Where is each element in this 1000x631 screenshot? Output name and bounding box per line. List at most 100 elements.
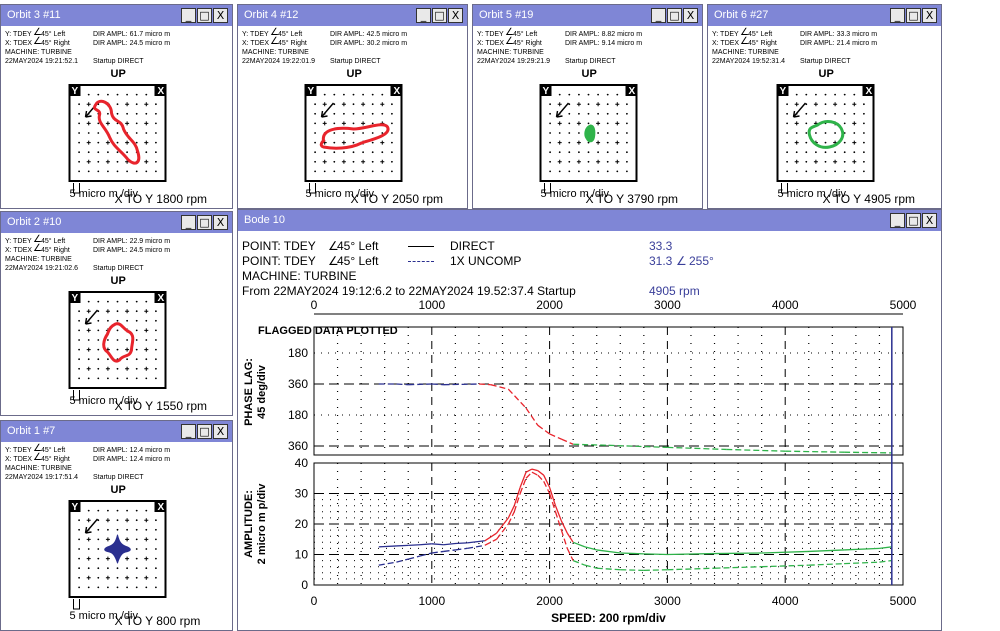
grid-dot: [87, 358, 90, 361]
grid-dot: [587, 93, 590, 96]
phase-angle-icon: ∠: [676, 254, 687, 268]
minimize-button[interactable]: _: [890, 213, 905, 228]
rpm-label: X TO Y 1550 rpm: [114, 399, 208, 413]
grid-dot: [87, 548, 90, 550]
grid-dot: [97, 528, 100, 531]
amp-direct-segment: [378, 545, 397, 548]
minimize-button[interactable]: _: [890, 8, 905, 23]
grid-dot: [107, 300, 109, 303]
amp-direct-segment: [560, 520, 568, 534]
bode-point-1: POINT: TDEY: [242, 239, 316, 253]
orbit-title-bar[interactable]: Orbit 6 #27 _ □ X: [708, 5, 941, 26]
y-axis-badge: [68, 291, 81, 303]
orbit-window-o3: Orbit 3 #11 _ □ X Y: TDEY ∠ 45° Left DIR…: [0, 4, 233, 209]
grid-cross: [557, 159, 562, 164]
value-direct: 33.3: [649, 239, 673, 253]
grid-cross: [86, 102, 91, 107]
grid-dot: [116, 151, 119, 154]
minimize-button[interactable]: _: [181, 215, 196, 230]
orbit-title-bar[interactable]: Orbit 2 #10 _ □ X: [1, 212, 232, 233]
grid-dot: [352, 93, 355, 96]
grid-dot: [135, 538, 138, 541]
grid-dot: [626, 122, 628, 125]
grid-dot: [815, 170, 817, 173]
grid-dot: [352, 112, 355, 115]
grid-dot: [863, 112, 865, 115]
maximize-button[interactable]: □: [197, 8, 212, 23]
maximize-button[interactable]: □: [197, 215, 212, 230]
grid-cross: [105, 309, 110, 314]
maximize-button[interactable]: □: [667, 8, 682, 23]
close-button[interactable]: X: [922, 213, 937, 228]
orbit-title: Orbit 5 #19: [479, 9, 534, 21]
grid-cross: [615, 159, 620, 164]
maximize-button[interactable]: □: [197, 424, 212, 439]
grid-dot: [87, 170, 90, 173]
close-button[interactable]: X: [213, 424, 228, 439]
grid-cross: [125, 575, 130, 580]
minimize-button[interactable]: _: [181, 8, 196, 23]
grid-dot: [107, 319, 109, 322]
grid-dot: [145, 548, 148, 550]
minimize-button[interactable]: _: [651, 8, 666, 23]
grid-dot: [786, 170, 788, 173]
close-button[interactable]: X: [213, 215, 228, 230]
scale-label: 5 micro m /div: [540, 188, 609, 200]
close-button[interactable]: X: [448, 8, 463, 23]
top-x-tick-label: 1000: [418, 298, 445, 312]
grid-dot: [116, 310, 119, 313]
grid-dot: [107, 509, 109, 512]
maximize-button[interactable]: □: [906, 8, 921, 23]
grid-dot: [352, 170, 355, 173]
amp-1x-segment: [620, 569, 644, 572]
orbit-title-bar[interactable]: Orbit 4 #12 _ □ X: [238, 5, 467, 26]
grid-dot: [126, 567, 128, 570]
grid-dot: [87, 132, 90, 134]
grid-dot: [97, 548, 100, 550]
grid-dot: [863, 170, 865, 173]
close-button[interactable]: X: [683, 8, 698, 23]
maximize-button[interactable]: □: [432, 8, 447, 23]
grid-dot: [568, 112, 571, 115]
grid-dot: [805, 103, 808, 106]
grid-cross: [852, 102, 857, 107]
close-button[interactable]: X: [213, 8, 228, 23]
orbit-title-bar[interactable]: Orbit 5 #19 _ □ X: [473, 5, 702, 26]
grid-dot: [87, 509, 90, 512]
x-angle-icon: ∠: [740, 36, 749, 47]
grid-dot: [126, 112, 128, 115]
grid-dot: [126, 377, 128, 380]
grid-dot: [87, 586, 90, 589]
grid-dot: [549, 141, 551, 144]
grid-cross: [794, 140, 799, 145]
grid-dot: [145, 567, 148, 570]
grid-dot: [135, 586, 138, 589]
orbit-title-bar[interactable]: Orbit 3 #11 _ □ X: [1, 5, 232, 26]
grid-cross: [852, 159, 857, 164]
orbit-title-bar[interactable]: Orbit 1 #7 _ □ X: [1, 421, 232, 442]
grid-dot: [843, 170, 846, 173]
grid-cross: [813, 159, 818, 164]
grid-dot: [333, 151, 336, 154]
minimize-button[interactable]: _: [416, 8, 431, 23]
grid-dot: [815, 151, 817, 154]
grid-cross: [615, 140, 620, 145]
amp-1x-segment: [879, 559, 892, 563]
maximize-button[interactable]: □: [906, 213, 921, 228]
minimize-button[interactable]: _: [181, 424, 196, 439]
grid-dot: [135, 358, 138, 361]
close-button[interactable]: X: [922, 8, 937, 23]
grid-dot: [87, 567, 90, 570]
phase-1x-segment: [431, 383, 444, 386]
grid-dot: [78, 122, 80, 125]
grid-dot: [333, 132, 336, 134]
amp-1x-segment: [378, 561, 397, 566]
grid-dot: [853, 93, 856, 96]
x-angle: 45° Right: [513, 40, 542, 47]
scale-bracket-icon: [781, 183, 788, 194]
bode-title-bar[interactable]: Bode 10 _ □ X: [238, 210, 941, 231]
grid-cross: [86, 518, 91, 523]
grid-dot: [155, 132, 157, 134]
amp-direct-segment: [513, 487, 521, 506]
amp-tick-label: 10: [295, 548, 309, 562]
